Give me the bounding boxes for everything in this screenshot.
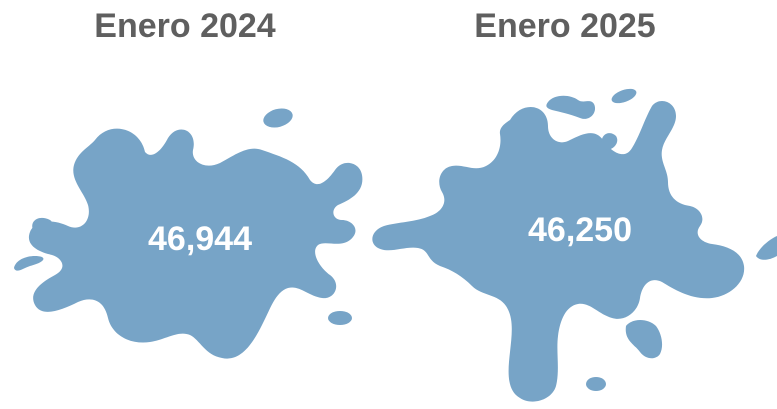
splash-2024-droplet: [14, 256, 44, 271]
panel-title-2025: Enero 2025: [474, 7, 656, 45]
splash-2025: [372, 88, 777, 402]
splash-2025-droplet: [546, 95, 596, 119]
splash-2025-droplet: [625, 320, 663, 359]
splash-2025-body: [372, 101, 745, 402]
splash-2024-body: [28, 128, 363, 359]
splash-2025-droplet: [611, 88, 637, 104]
value-2025: 46,250: [528, 211, 632, 249]
splash-2024-droplet: [32, 217, 53, 234]
splash-2025-droplet: [601, 133, 618, 150]
splash-2025-droplet: [586, 377, 606, 391]
splash-2024-droplet: [328, 311, 352, 325]
splash-2025-droplet: [756, 236, 777, 260]
value-2024: 46,944: [148, 220, 252, 258]
panel-title-2024: Enero 2024: [94, 7, 276, 45]
splash-2024: [14, 108, 363, 359]
splash-2024-droplet: [263, 108, 293, 128]
